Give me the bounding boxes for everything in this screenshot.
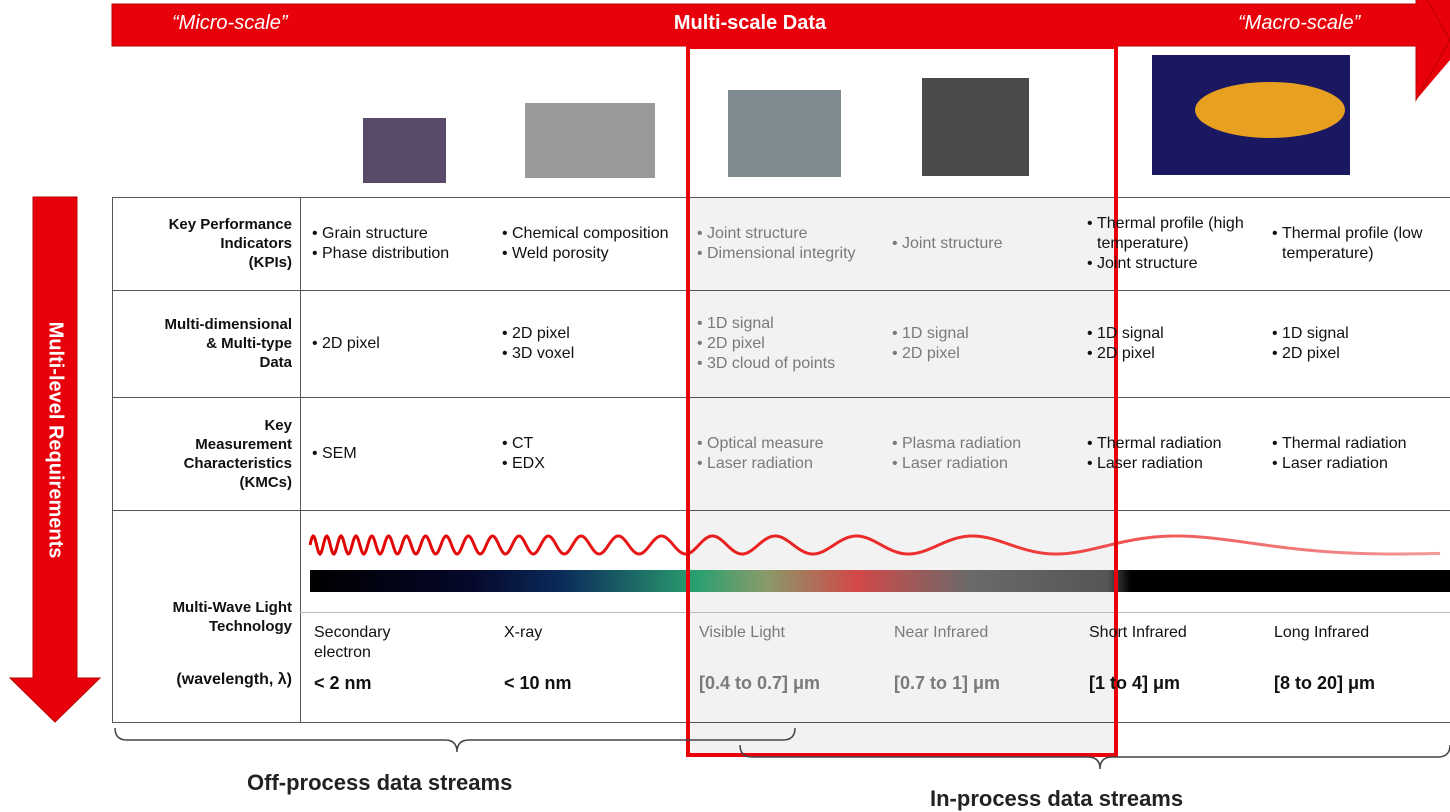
bullet: EDX: [502, 454, 681, 474]
macro-label: “Macro-scale”: [1238, 12, 1360, 35]
bullet: CT: [502, 434, 681, 454]
band-name: Near Infrared: [894, 623, 1014, 643]
band-name: Visible Light: [699, 623, 819, 643]
cell: Joint structureDimensional integrity: [697, 197, 876, 290]
bullet: 2D pixel: [1087, 344, 1256, 364]
row-label-line: Technology: [112, 617, 292, 636]
cell: 2D pixel: [312, 290, 486, 397]
bullet: 2D pixel: [1272, 344, 1446, 364]
bullet: Laser radiation: [1272, 454, 1446, 474]
bullet: Joint structure: [892, 234, 1071, 254]
band-wavelength: < 2 nm: [314, 673, 372, 694]
bullet: 2D pixel: [502, 324, 681, 344]
band-wavelength: < 10 nm: [504, 673, 572, 694]
bullet: Thermal radiation: [1087, 434, 1256, 454]
bullet: Thermal profile (low temperature): [1272, 224, 1446, 264]
row-label-line: Characteristics: [112, 454, 292, 473]
cell: SEM: [312, 397, 486, 510]
row-label-line: (KMCs): [112, 473, 292, 492]
bullet: 3D voxel: [502, 344, 681, 364]
cell: Thermal radiationLaser radiation: [1272, 397, 1446, 510]
bullet: 2D pixel: [312, 334, 486, 354]
bullet: Joint structure: [697, 224, 876, 244]
bullet: 1D signal: [892, 324, 1071, 344]
bullet: Laser radiation: [697, 454, 876, 474]
bullet: SEM: [312, 444, 486, 464]
header-title: Multi-scale Data: [0, 12, 1450, 35]
row-label-line: Key: [112, 416, 292, 435]
row-label-line: (KPIs): [112, 253, 292, 272]
bullet: 1D signal: [1272, 324, 1446, 344]
cell: 1D signal2D pixel: [892, 290, 1071, 397]
bullet: Laser radiation: [892, 454, 1071, 474]
diagram: “Micro-scale” Multi-scale Data “Macro-sc…: [0, 0, 1450, 812]
band-name: Short Infrared: [1089, 623, 1209, 643]
bullet: Thermal radiation: [1272, 434, 1446, 454]
sem-image: [363, 118, 446, 183]
cell: Joint structure: [892, 197, 1071, 290]
cell: 2D pixel3D voxel: [502, 290, 681, 397]
cell: Thermal radiationLaser radiation: [1087, 397, 1256, 510]
band-name: Secondary electron: [314, 623, 434, 663]
cell: 1D signal2D pixel: [1272, 290, 1446, 397]
row-label-line: Multi-dimensional: [112, 315, 292, 334]
bullet: Joint structure: [1087, 254, 1256, 274]
row-label-line: Key Performance: [112, 215, 292, 234]
bullet: 2D pixel: [697, 334, 876, 354]
bullet: Phase distribution: [312, 244, 486, 264]
band-wavelength: [8 to 20] μm: [1274, 673, 1375, 694]
thermal-hotspot: [1195, 82, 1345, 138]
cell: Optical measureLaser radiation: [697, 397, 876, 510]
cell: Thermal profile (high temperature)Joint …: [1087, 197, 1256, 290]
band-name: Long Infrared: [1274, 623, 1394, 643]
optical-image: [728, 90, 841, 177]
bullet: Thermal profile (high temperature): [1087, 214, 1256, 254]
row-label-line: & Multi-type: [112, 334, 292, 353]
cell: Chemical compositionWeld porosity: [502, 197, 681, 290]
bullet: Weld porosity: [502, 244, 681, 264]
cell: Plasma radiationLaser radiation: [892, 397, 1071, 510]
row-label-line: Data: [112, 353, 292, 372]
row-label-line: Indicators: [112, 234, 292, 253]
cell: 1D signal2D pixel3D cloud of points: [697, 290, 876, 397]
row-label-line: Measurement: [112, 435, 292, 454]
row-label-line: Multi-Wave Light: [112, 598, 292, 617]
cell: Thermal profile (low temperature): [1272, 197, 1446, 290]
bullet: 2D pixel: [892, 344, 1071, 364]
bullet: 1D signal: [1087, 324, 1256, 344]
cell: Grain structurePhase distribution: [312, 197, 486, 290]
cell: CTEDX: [502, 397, 681, 510]
band-wavelength: [0.4 to 0.7] μm: [699, 673, 820, 694]
bullet: Plasma radiation: [892, 434, 1071, 454]
off-process-label: Off-process data streams: [247, 770, 512, 796]
bullet: Optical measure: [697, 434, 876, 454]
bullet: 3D cloud of points: [697, 354, 876, 374]
bullet: Laser radiation: [1087, 454, 1256, 474]
band-wavelength: [0.7 to 1] μm: [894, 673, 1000, 694]
bullet: 1D signal: [697, 314, 876, 334]
bullet: Chemical composition: [502, 224, 681, 244]
bullet: Dimensional integrity: [697, 244, 876, 264]
in-process-label: In-process data streams: [930, 786, 1183, 812]
band-wavelength: [1 to 4] μm: [1089, 673, 1180, 694]
bullet: Grain structure: [312, 224, 486, 244]
wavelength-label: (wavelength, λ): [112, 670, 292, 689]
spectrum-bar: [310, 570, 1450, 592]
ct-image: [525, 103, 655, 178]
band-name: X-ray: [504, 623, 624, 643]
plasma-image: [922, 78, 1029, 176]
cell: 1D signal2D pixel: [1087, 290, 1256, 397]
side-label: Multi-level Requirements: [44, 322, 67, 559]
